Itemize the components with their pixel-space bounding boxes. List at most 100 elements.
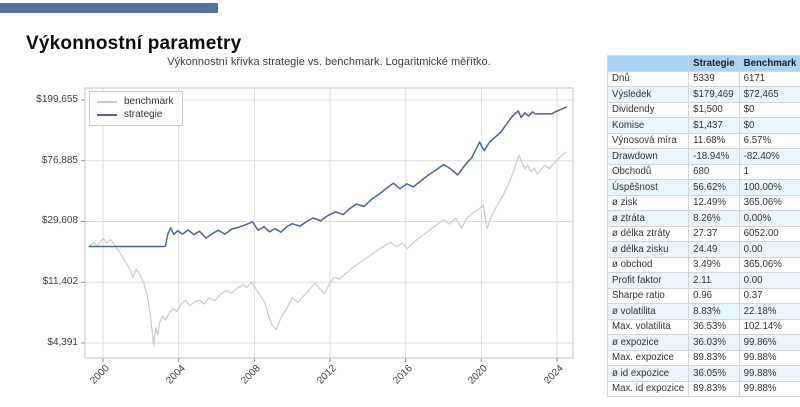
header-accent-bar	[0, 3, 218, 13]
legend-entry-benchmark: benchmark	[97, 95, 173, 108]
metric-value: 100.00%	[738, 179, 800, 196]
metric-value: 1	[738, 163, 800, 180]
table-row: ø ztráta 8.26% 0.00%	[606, 210, 800, 227]
metric-value: 22.18%	[738, 303, 800, 320]
metric-label: Výsledek	[606, 86, 690, 103]
metric-value: 0.00%	[738, 210, 800, 227]
metric-value: 99.86%	[738, 334, 800, 351]
metric-label: Dividendy	[606, 101, 690, 118]
metric-value: 99.88%	[738, 380, 800, 397]
y-tick-label: $4,391	[47, 336, 78, 348]
metric-label: ø délka zisku	[606, 241, 690, 258]
y-tick-label: $11,402	[42, 276, 78, 288]
metric-value: 27.37	[688, 225, 740, 242]
metric-value: 8.26%	[688, 210, 740, 227]
table-row: Max. volatilita 36.53% 102.14%	[606, 318, 800, 335]
metric-value: 0.37	[738, 287, 800, 304]
metric-label: Max. id expozice	[606, 380, 690, 397]
metric-value: 36.03%	[688, 334, 740, 351]
metric-label: Výnosová míra	[606, 132, 690, 149]
metric-value: 8.83%	[688, 303, 740, 320]
metric-label: Drawdown	[606, 148, 690, 165]
table-row: ø délka zisku 24.49 0.00	[606, 241, 800, 258]
table-header-empty	[606, 55, 690, 72]
metric-label: ø volatilita	[606, 303, 690, 320]
metric-value: 12.49%	[688, 194, 740, 211]
metric-label: Úspěšnost	[606, 179, 690, 196]
metric-label: Dnů	[606, 70, 690, 87]
stats-table-body: Dnů 5339 6171 Výsledek $179,469 $72,465 Divide…	[606, 70, 800, 397]
strategie-line	[88, 106, 567, 248]
table-row: Dnů 5339 6171	[606, 70, 800, 87]
strategie-line-swatch	[97, 113, 117, 116]
y-tick-label: $29,608	[41, 215, 78, 227]
table-row: Komise $1,437 $0	[606, 117, 800, 134]
metric-value: $1,500	[688, 101, 740, 118]
y-tick-label: $76,885	[41, 154, 78, 166]
table-row: Obchodů 680 1	[606, 163, 800, 180]
table-row: Profit faktor 2.11 0.00	[606, 272, 800, 289]
table-row: ø expozice 36.03% 99.86%	[606, 334, 800, 351]
table-row: Drawdown -18.94% -82.40%	[606, 148, 800, 165]
metric-value: $179,469	[688, 86, 740, 103]
metric-value: 11.68%	[688, 132, 740, 149]
chart-legend: benchmark strategie	[89, 91, 184, 126]
metric-value: $1,437	[688, 117, 740, 134]
metric-value: $0	[738, 117, 800, 134]
y-tick-label: $199,655	[36, 94, 78, 105]
legend-label-strategie: strategie	[124, 109, 163, 120]
table-header-benchmark: Benchmark	[738, 55, 800, 72]
metric-value: 6.57%	[738, 132, 800, 149]
page-title: Výkonnostní parametry	[26, 32, 242, 54]
table-row: Max. id expozice 89.83% 99.88%	[606, 380, 800, 397]
metric-value: 6171	[738, 70, 800, 87]
table-row: ø volatilita 8.83% 22.18%	[606, 303, 800, 320]
table-row: ø zisk 12.49% 365.06%	[606, 194, 800, 211]
metric-label: Komise	[606, 117, 690, 134]
metric-label: Max. volatilita	[606, 318, 690, 335]
table-row: Úspěšnost 56.62% 100.00%	[606, 179, 800, 196]
table-row: Max. expozice 89.83% 99.88%	[606, 349, 800, 366]
stats-table-head: Strategie Benchmark	[606, 55, 800, 72]
table-header-strategie: Strategie	[688, 55, 740, 72]
metric-label: ø délka ztráty	[606, 225, 690, 242]
legend-label-benchmark: benchmark	[124, 96, 174, 107]
metric-label: Max. expozice	[606, 349, 690, 366]
metric-label: Profit faktor	[606, 272, 690, 289]
metric-label: Sharpe ratio	[606, 287, 690, 304]
benchmark-line-swatch	[97, 100, 117, 103]
performance-stats-table: Strategie Benchmark Dnů 5339 6171 Výsledek $1…	[606, 55, 800, 397]
chart-title: Výkonnostní křivka strategie vs. benchma…	[167, 56, 491, 68]
table-row: ø délka ztráty 27.37 6052.00	[606, 225, 800, 242]
metric-value: 89.83%	[688, 349, 740, 366]
metric-value: 365.06%	[738, 194, 800, 211]
metric-value: $0	[738, 101, 800, 118]
metric-label: ø id expozice	[606, 365, 690, 382]
table-row: Dividendy $1,500 $0	[606, 101, 800, 118]
metric-value: 99.88%	[738, 349, 800, 366]
metric-value: 102.14%	[738, 318, 800, 335]
metric-value: 3.49%	[688, 256, 740, 273]
metric-value: 36.53%	[688, 318, 740, 335]
metric-value: 24.49	[688, 241, 740, 258]
metric-value: 2.11	[688, 272, 740, 289]
legend-entry-strategie: strategie	[97, 108, 173, 121]
table-row: ø obchod 3.49% 365.06%	[606, 256, 800, 273]
metric-label: Obchodů	[606, 163, 690, 180]
metric-value: 5339	[688, 70, 740, 87]
metric-label: ø expozice	[606, 334, 690, 351]
table-row: Výsledek $179,469 $72,465	[606, 86, 800, 103]
metric-value: 0.00	[738, 272, 800, 289]
metric-value: 89.83%	[688, 380, 740, 397]
metric-value: 365.06%	[738, 256, 800, 273]
metric-value: 0.00	[738, 241, 800, 258]
metric-value: -82.40%	[738, 148, 800, 165]
metric-value: 36.05%	[688, 365, 740, 382]
table-row: Sharpe ratio 0.96 0.37	[606, 287, 800, 304]
metric-value: 680	[688, 163, 740, 180]
metric-label: ø obchod	[606, 256, 690, 273]
plot-border	[84, 87, 574, 359]
metric-value: $72,465	[738, 86, 800, 103]
